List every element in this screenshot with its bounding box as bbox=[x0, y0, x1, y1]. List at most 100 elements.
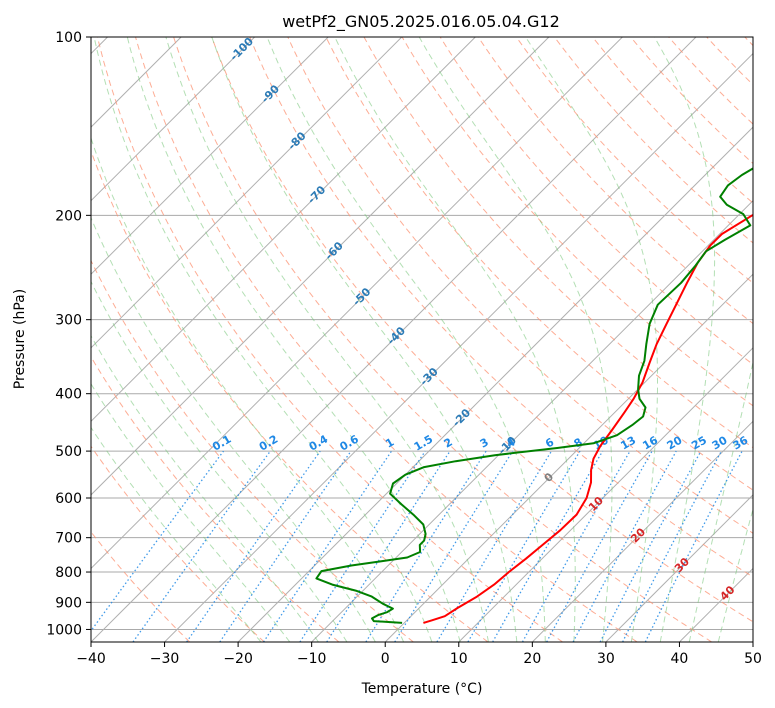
mixing-ratio-line bbox=[572, 450, 677, 642]
mixing-ratio-label: 16 bbox=[640, 433, 660, 452]
mixing-ratio-line bbox=[599, 450, 702, 642]
mixing-ratio-label: 0.2 bbox=[257, 433, 280, 454]
y-tick-label: 900 bbox=[55, 595, 82, 611]
isotherm-line bbox=[91, 37, 623, 570]
mixing-ratio-line bbox=[299, 450, 426, 642]
mixing-ratio-line bbox=[546, 450, 653, 642]
dry-adiabat-line bbox=[249, 37, 753, 578]
x-tick-label: 30 bbox=[597, 651, 615, 667]
moist-adiabat-line bbox=[688, 360, 753, 642]
moist-adiabat-line bbox=[266, 37, 546, 642]
dry-adiabat-line bbox=[173, 37, 713, 642]
y-tick-label: 700 bbox=[55, 531, 82, 547]
isotherm-line bbox=[91, 37, 403, 349]
x-tick-label: 0 bbox=[381, 651, 390, 667]
isotherm-line bbox=[91, 37, 697, 642]
moist-adiabat-line bbox=[211, 37, 518, 642]
dry-adiabat-line bbox=[91, 149, 489, 642]
mixing-ratio-label: 1 bbox=[383, 436, 396, 451]
skewed-isotherm-grid bbox=[91, 37, 753, 642]
x-tick-label: 10 bbox=[450, 651, 468, 667]
isotherm-line bbox=[311, 199, 753, 642]
dry-adiabat-line bbox=[477, 37, 753, 325]
mixing-ratio-label: 20 bbox=[665, 433, 685, 452]
moist-adiabat-line bbox=[653, 37, 716, 642]
profile-series bbox=[315, 167, 753, 624]
mixing-ratio-line bbox=[394, 450, 514, 642]
isotherm-line bbox=[605, 494, 753, 642]
moist-adiabat-line bbox=[91, 334, 319, 642]
moist-adiabat-line bbox=[93, 37, 433, 642]
dry-adiabat-line bbox=[91, 531, 191, 642]
isotherm-line bbox=[91, 37, 329, 275]
x-axis: −40 −30 −20 −10 0 10 20 30 40 50 bbox=[76, 642, 762, 667]
moist-adiabat-line bbox=[91, 216, 376, 642]
moist-adiabats bbox=[91, 37, 753, 642]
mixing-ratio-line bbox=[521, 450, 631, 642]
chart-title: wetPf2_GN05.2025.016.05.04.G12 bbox=[282, 12, 560, 32]
x-axis-label: Temperature (°C) bbox=[361, 681, 483, 697]
isobar-grid bbox=[91, 37, 753, 630]
y-tick-label: 300 bbox=[55, 313, 82, 329]
moist-adiabat-line bbox=[91, 280, 348, 642]
dry-adiabat-line bbox=[515, 37, 753, 284]
mixing-ratio-label: 1.5 bbox=[412, 433, 435, 454]
isotherm-line bbox=[91, 37, 476, 423]
y-tick-label: 200 bbox=[55, 208, 82, 224]
isotherm-line bbox=[91, 37, 550, 496]
dry-adiabat-line bbox=[287, 37, 753, 534]
moist-adiabat-line bbox=[91, 136, 405, 642]
mixing-ratio-lines bbox=[91, 450, 743, 642]
mixing-ratio-label: 8 bbox=[572, 436, 585, 451]
mixing-ratio-line bbox=[132, 450, 271, 642]
y-tick-label: 1000 bbox=[46, 622, 82, 638]
moist-adiabat-line bbox=[717, 507, 753, 642]
isotherm-line bbox=[237, 126, 753, 642]
mixing-ratio-label: 13 bbox=[618, 434, 638, 453]
isotherm-line bbox=[458, 347, 753, 642]
moist-adiabat-line bbox=[91, 426, 262, 642]
x-tick-label: −40 bbox=[76, 651, 106, 667]
mixing-ratio-line bbox=[436, 450, 553, 642]
mixing-ratio-label: 0.4 bbox=[307, 432, 331, 453]
y-tick-label: 800 bbox=[55, 565, 82, 581]
x-tick-label: −20 bbox=[223, 651, 253, 667]
moist-adiabat-line bbox=[126, 37, 461, 642]
temperature-profile-line bbox=[423, 213, 753, 624]
moist-adiabat-line bbox=[525, 37, 658, 642]
plot-frame bbox=[90, 36, 754, 643]
y-axis-label: Pressure (hPa) bbox=[12, 289, 28, 389]
mixing-ratio-labels: 0.1 0.2 0.4 0.6 1 1.5 2 3 4 6 8 10 13 16 20 25 30 36 bbox=[210, 432, 750, 453]
mixing-ratio-line bbox=[219, 450, 352, 642]
moist-adiabat-line bbox=[165, 37, 489, 642]
y-tick-label: 600 bbox=[55, 491, 82, 507]
moist-adiabat-line bbox=[91, 382, 291, 642]
dry-adiabat-line bbox=[91, 445, 265, 642]
mixing-ratio-line bbox=[91, 450, 225, 632]
y-tick-label: 100 bbox=[55, 30, 82, 46]
mixing-ratio-label: 3 bbox=[478, 436, 491, 451]
dry-adiabat-line bbox=[325, 37, 753, 491]
isotherm-line bbox=[531, 420, 753, 642]
moist-adiabat-line bbox=[334, 37, 576, 642]
moist-adiabat-line bbox=[418, 37, 613, 642]
mixing-ratio-label: 0.1 bbox=[210, 433, 233, 454]
isotherm-line bbox=[679, 567, 753, 642]
x-tick-label: −30 bbox=[150, 651, 180, 667]
x-tick-label: 40 bbox=[671, 651, 689, 667]
mixing-ratio-line bbox=[644, 450, 743, 642]
isotherm-line bbox=[384, 273, 753, 642]
x-tick-label: 20 bbox=[523, 651, 541, 667]
dewpoint-profile-line bbox=[315, 167, 753, 624]
dry-adiabat-line bbox=[211, 37, 753, 623]
mixing-ratio-line bbox=[186, 450, 321, 642]
mixing-ratio-label: 30 bbox=[710, 433, 730, 452]
y-axis: 100 200 300 400 500 600 700 800 900 1000 bbox=[46, 30, 91, 638]
y-tick-label: 500 bbox=[55, 444, 82, 460]
isotherm-line bbox=[164, 52, 753, 642]
dry-adiabat-line bbox=[91, 355, 340, 642]
mixing-ratio-line bbox=[326, 450, 451, 642]
x-tick-label: 50 bbox=[744, 651, 762, 667]
